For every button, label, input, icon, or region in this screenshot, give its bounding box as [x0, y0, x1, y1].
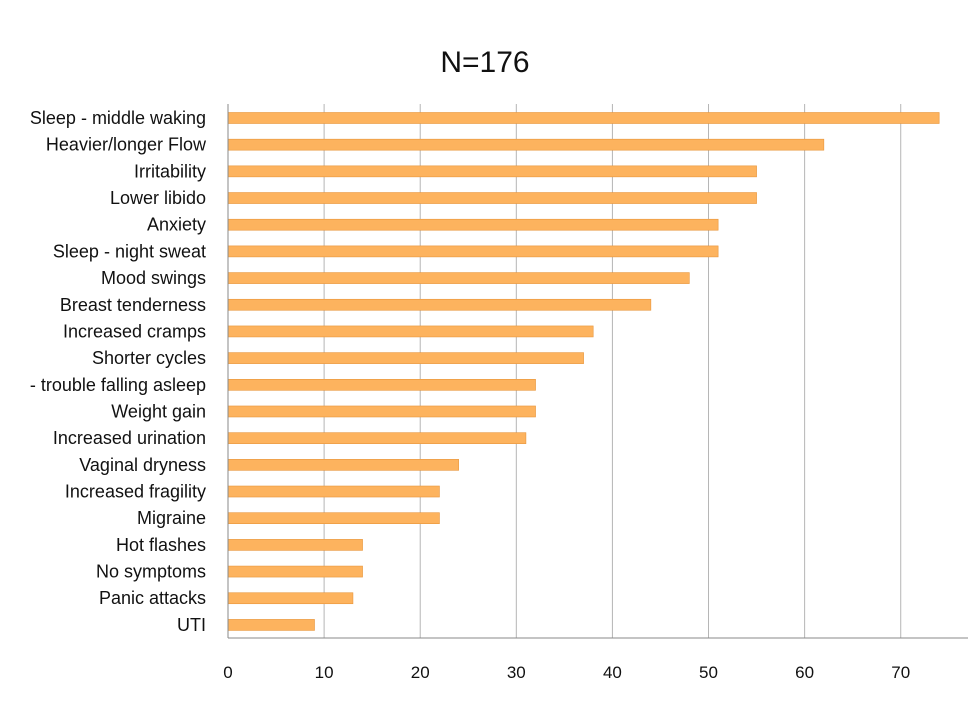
- x-tick-label: 10: [315, 663, 334, 682]
- category-label: UTI: [177, 615, 206, 635]
- category-label: Sleep - night sweat: [53, 241, 206, 261]
- category-label: Increased urination: [53, 428, 206, 448]
- category-label: Anxiety: [147, 215, 206, 235]
- category-label: Migraine: [137, 508, 206, 528]
- bar: [227, 565, 363, 578]
- category-label: Weight gain: [111, 401, 206, 421]
- category-label: Breast tenderness: [60, 295, 206, 315]
- bar: [227, 298, 652, 311]
- bar: [227, 619, 315, 631]
- bar: [227, 272, 690, 284]
- category-label: Heavier/longer Flow: [46, 135, 207, 155]
- bar: [227, 165, 757, 178]
- category-label: Mood swings: [101, 268, 206, 288]
- bars: [227, 112, 940, 631]
- x-tick-labels: 0 10 20 30 40 50 60 70: [223, 663, 910, 682]
- bar: [227, 218, 719, 231]
- x-tick-label: 40: [603, 663, 622, 682]
- category-labels: Sleep - middle waking Heavier/longer Flow…: [30, 108, 207, 635]
- bar: [227, 112, 940, 124]
- bar: [227, 512, 440, 525]
- bar: [227, 352, 584, 364]
- bar: [227, 378, 536, 391]
- x-tick-label: 60: [795, 663, 814, 682]
- bar: [227, 325, 594, 338]
- category-label: Increased fragility: [65, 482, 206, 502]
- gridlines: [323, 104, 902, 638]
- bar: [227, 405, 536, 418]
- category-label: - trouble falling asleep: [30, 375, 206, 395]
- bar: [227, 539, 363, 551]
- bar: [227, 485, 440, 498]
- x-tick-label: 50: [699, 663, 718, 682]
- category-label: Panic attacks: [99, 588, 206, 608]
- bar: [227, 592, 354, 605]
- x-tick-label: 30: [507, 663, 526, 682]
- x-tick-label: 0: [223, 663, 232, 682]
- axes: [227, 104, 968, 639]
- category-label: Increased cramps: [63, 321, 206, 341]
- category-label: Irritability: [134, 161, 206, 181]
- bar: [227, 192, 757, 204]
- bar: [227, 432, 527, 444]
- bar: [227, 245, 719, 258]
- category-label: Lower libido: [110, 188, 206, 208]
- x-tick-label: 70: [891, 663, 910, 682]
- category-label: Sleep - middle waking: [30, 108, 206, 128]
- category-label: Hot flashes: [116, 535, 206, 555]
- category-label: No symptoms: [96, 562, 206, 582]
- x-tick-label: 20: [411, 663, 430, 682]
- chart-title: N=176: [440, 46, 530, 79]
- bar: [227, 138, 825, 151]
- bar: [227, 459, 459, 471]
- category-label: Vaginal dryness: [79, 455, 206, 475]
- category-label: Shorter cycles: [92, 348, 206, 368]
